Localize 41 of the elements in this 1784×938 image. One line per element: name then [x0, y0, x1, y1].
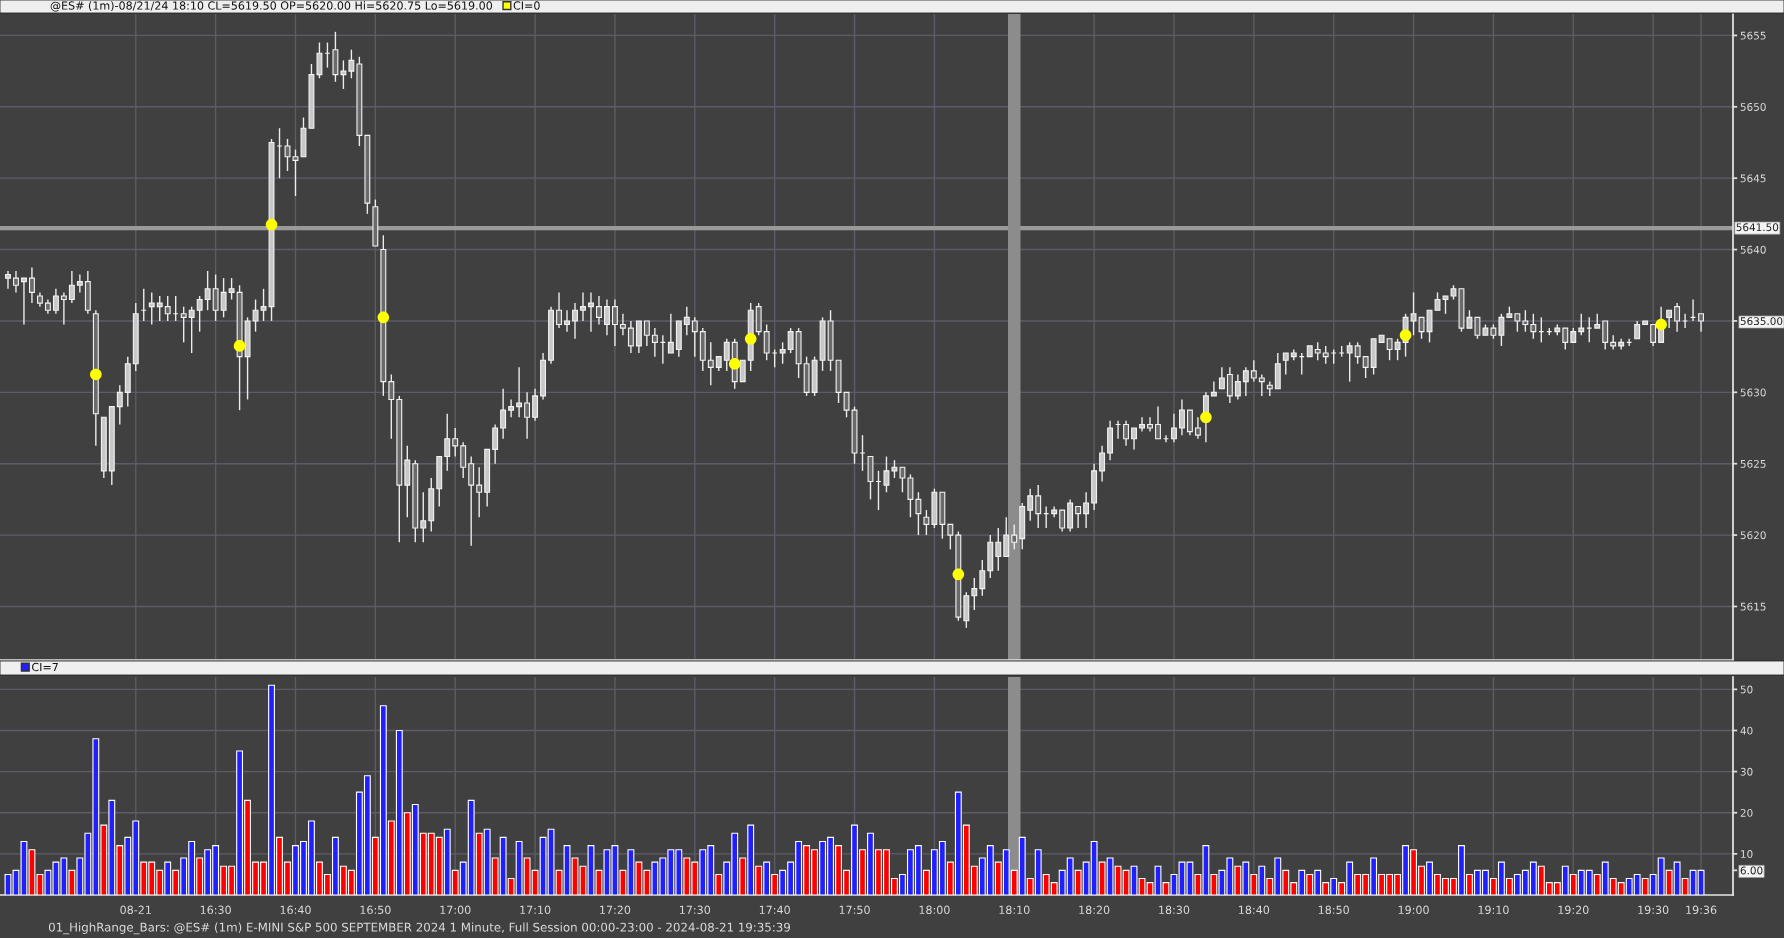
x-tick-label: 17:30 — [680, 905, 711, 915]
x-tick-label: 17:10 — [520, 905, 551, 915]
y-tick-label: 5620 — [1740, 531, 1766, 540]
x-tick-label: 18:30 — [1159, 905, 1190, 915]
y-tick-label: 10 — [1741, 850, 1753, 858]
legend-label: CI=7 — [32, 662, 58, 672]
x-tick-label: 17:50 — [839, 905, 870, 915]
text: 01_HighRange_Bars: @ES# (1m) E-MINI S&P 500 SEPTEMBER 2024 1 Minute, Full Session 00:00-23:00 - 2024-08-21 19:35:39 — [48, 922, 790, 935]
x-tick-label: 19:30 — [1638, 905, 1669, 915]
ref-line-label: 5641.50 — [1736, 223, 1779, 232]
x-tick-label: 08-21 — [120, 905, 151, 915]
x-tick-label: 19:20 — [1558, 905, 1589, 915]
y-tick-label: 5645 — [1740, 174, 1766, 183]
chart-title: @ES# (1m)-08/21/24 18:10 CL=5619.50 OP=5620.00 Hi=5620.75 Lo=5619.00 — [50, 1, 493, 12]
x-tick-label: 18:10 — [999, 905, 1030, 915]
x-tick-label: 16:40 — [280, 905, 311, 915]
y-tick-label: 40 — [1740, 726, 1753, 735]
x-tick-label: 18:40 — [1239, 905, 1270, 915]
x-tick-label: 17:20 — [600, 905, 631, 915]
x-tick-label: 17:00 — [440, 905, 471, 915]
y-tick-label: 6.00 — [1740, 866, 1763, 875]
x-tick-label: 19:00 — [1398, 905, 1429, 915]
y-tick-label: 30 — [1740, 767, 1753, 776]
x-tick-label: 16:30 — [200, 905, 231, 915]
x-tick-label: 19:36 — [1686, 905, 1717, 915]
y-tick-label: 5625 — [1740, 459, 1766, 468]
y-tick-label: 5650 — [1740, 103, 1766, 111]
x-tick-label: 17:40 — [759, 905, 790, 915]
y-tick-label: 5630 — [1740, 388, 1766, 397]
x-tick-label: 19:10 — [1478, 905, 1509, 915]
legend-label: CI=0 — [513, 1, 540, 10]
x-tick-label: 16:50 — [360, 905, 391, 915]
y-tick-label: 5615 — [1740, 602, 1766, 611]
x-tick-label: 18:50 — [1318, 905, 1349, 915]
y-tick-label: 20 — [1740, 808, 1753, 817]
y-tick-label: 50 — [1740, 685, 1753, 694]
y-tick-label: 5655 — [1740, 31, 1766, 40]
y-tick-label: 5635.00 — [1740, 317, 1783, 326]
x-tick-label: 18:20 — [1079, 905, 1110, 915]
y-tick-label: 5640 — [1740, 245, 1766, 254]
x-tick-label: 18:00 — [919, 905, 950, 915]
